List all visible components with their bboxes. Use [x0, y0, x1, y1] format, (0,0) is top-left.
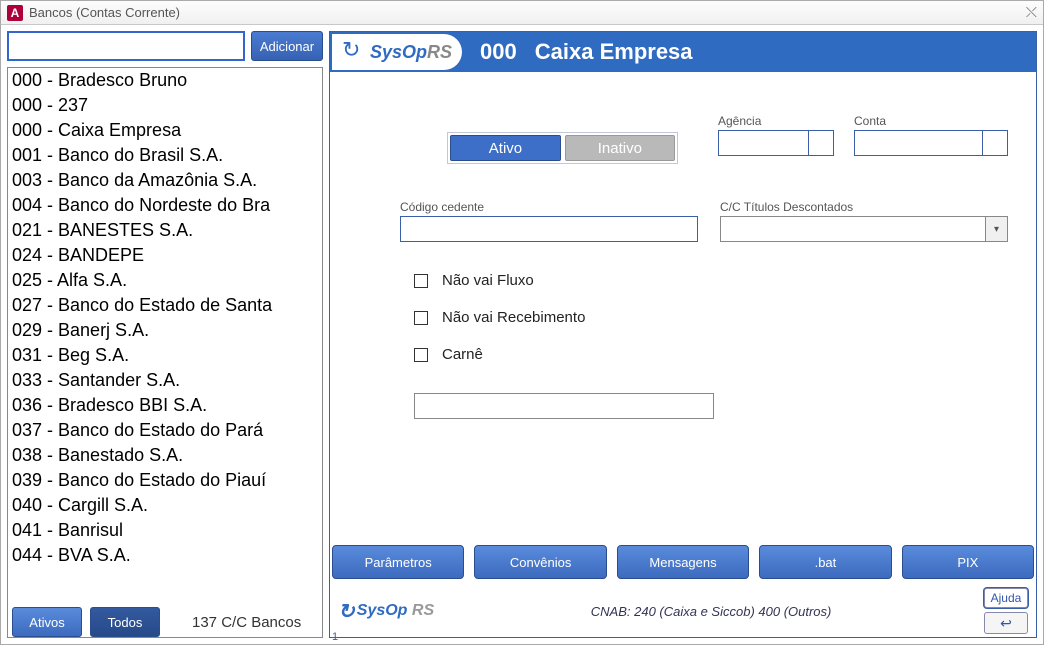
list-item[interactable]: 024 - BANDEPE — [8, 243, 322, 268]
app-icon: A — [7, 5, 23, 21]
check-receb-row: Não vai Recebimento — [414, 309, 1008, 326]
body: Adicionar 000 - Bradesco Bruno000 - 2370… — [1, 25, 1043, 644]
agencia-input[interactable] — [718, 130, 808, 156]
footer-center: ↻ SysOp RS CNAB: 240 (Caixa e Siccob) 40… — [338, 599, 974, 624]
check-recebimento[interactable] — [414, 311, 428, 325]
logo-text: SysOpRS — [370, 42, 452, 63]
footer-logo: ↻ SysOp RS — [338, 599, 434, 624]
help-button[interactable]: Ajuda — [984, 588, 1028, 608]
action-row: Parâmetros Convênios Mensagens .bat PIX — [330, 545, 1036, 585]
list-item[interactable]: 039 - Banco do Estado do Piauí — [8, 468, 322, 493]
extra-input[interactable] — [414, 393, 714, 419]
conta-input-group — [854, 130, 1008, 156]
list-item[interactable]: 000 - Caixa Empresa — [8, 118, 322, 143]
footer: ↻ SysOp RS CNAB: 240 (Caixa e Siccob) 40… — [330, 585, 1036, 637]
bank-listbox[interactable]: 000 - Bradesco Bruno000 - 237000 - Caixa… — [7, 67, 323, 638]
pix-button[interactable]: PIX — [902, 545, 1034, 579]
list-item[interactable]: 000 - 237 — [8, 93, 322, 118]
cc-descontados-select[interactable]: ▾ — [720, 216, 1008, 242]
check-fluxo[interactable] — [414, 274, 428, 288]
conta-label: Conta — [854, 114, 1008, 128]
version-label: 1 — [332, 631, 338, 643]
footer-right: Ajuda ↩ — [984, 588, 1028, 634]
status-inactive-button[interactable]: Inativo — [565, 135, 675, 161]
mensagens-button[interactable]: Mensagens — [617, 545, 749, 579]
check-fluxo-label: Não vai Fluxo — [442, 272, 534, 289]
check-recebimento-label: Não vai Recebimento — [442, 309, 585, 326]
titlebar: A Bancos (Contas Corrente) ⤬ — [1, 1, 1043, 25]
cedente-input[interactable] — [400, 216, 698, 242]
agencia-dv-input[interactable] — [808, 130, 834, 156]
list-item[interactable]: 003 - Banco da Amazônia S.A. — [8, 168, 322, 193]
list-item[interactable]: 036 - Bradesco BBI S.A. — [8, 393, 322, 418]
filter-ativos-button[interactable]: Ativos — [12, 607, 82, 637]
list-item[interactable]: 001 - Banco do Brasil S.A. — [8, 143, 322, 168]
check-carne-label: Carnê — [442, 346, 483, 363]
close-icon[interactable]: ⤬ — [1026, 4, 1037, 21]
check-carne[interactable] — [414, 348, 428, 362]
back-button[interactable]: ↩ — [984, 612, 1028, 634]
list-item[interactable]: 040 - Cargill S.A. — [8, 493, 322, 518]
chevron-down-icon[interactable]: ▾ — [985, 217, 1007, 241]
agencia-label: Agência — [718, 114, 834, 128]
list-item[interactable]: 038 - Banestado S.A. — [8, 443, 322, 468]
list-item[interactable]: 037 - Banco do Estado do Pará — [8, 418, 322, 443]
footer-logo-swirl-icon: ↻ — [338, 599, 355, 624]
agencia-input-group — [718, 130, 834, 156]
search-row: Adicionar — [7, 31, 323, 61]
add-button[interactable]: Adicionar — [251, 31, 323, 61]
list-item[interactable]: 041 - Banrisul — [8, 518, 322, 543]
status-group: Ativo Inativo — [447, 132, 678, 164]
detail-header: SysOpRS 000 Caixa Empresa — [330, 32, 1036, 72]
filter-todos-button[interactable]: Todos — [90, 607, 160, 637]
window-title: Bancos (Contas Corrente) — [29, 5, 180, 20]
list-item[interactable]: 031 - Beg S.A. — [8, 343, 322, 368]
list-item[interactable]: 033 - Santander S.A. — [8, 368, 322, 393]
conta-input[interactable] — [854, 130, 982, 156]
conta-dv-input[interactable] — [982, 130, 1008, 156]
cnab-text: CNAB: 240 (Caixa e Siccob) 400 (Outros) — [448, 604, 974, 619]
bat-button[interactable]: .bat — [759, 545, 891, 579]
list-item[interactable]: 004 - Banco do Nordeste do Bra — [8, 193, 322, 218]
check-carne-row: Carnê — [414, 346, 1008, 363]
detail-panel: SysOpRS 000 Caixa Empresa Ativo Inativo … — [329, 31, 1037, 638]
bank-name: Caixa Empresa — [535, 39, 693, 65]
form-area: Ativo Inativo Agência Conta — [330, 72, 1036, 545]
list-item[interactable]: 027 - Banco do Estado de Santa — [8, 293, 322, 318]
list-item[interactable]: 044 - BVA S.A. — [8, 543, 322, 568]
sidebar: Adicionar 000 - Bradesco Bruno000 - 2370… — [7, 31, 323, 638]
check-fluxo-row: Não vai Fluxo — [414, 272, 1008, 289]
search-input[interactable] — [7, 31, 245, 61]
list-item[interactable]: 029 - Banerj S.A. — [8, 318, 322, 343]
list-item[interactable]: 000 - Bradesco Bruno — [8, 68, 322, 93]
count-label: 137 C/C Bancos — [192, 614, 301, 631]
status-active-button[interactable]: Ativo — [450, 135, 560, 161]
cc-descontados-label: C/C Títulos Descontados — [720, 200, 1008, 214]
list-item[interactable]: 021 - BANESTES S.A. — [8, 218, 322, 243]
list-item[interactable]: 025 - Alfa S.A. — [8, 268, 322, 293]
footer-logo-sys: SysOp — [357, 602, 408, 620]
window: A Bancos (Contas Corrente) ⤬ Adicionar 0… — [0, 0, 1044, 645]
logo-sys: SysOp — [370, 42, 427, 62]
bank-code: 000 — [480, 39, 517, 65]
convenios-button[interactable]: Convênios — [474, 545, 606, 579]
cedente-label: Código cedente — [400, 200, 698, 214]
logo-swirl-icon — [342, 40, 366, 64]
parametros-button[interactable]: Parâmetros — [332, 545, 464, 579]
footer-logo-rs: RS — [412, 602, 434, 620]
logo: SysOpRS — [332, 34, 462, 70]
logo-rs: RS — [427, 42, 452, 62]
